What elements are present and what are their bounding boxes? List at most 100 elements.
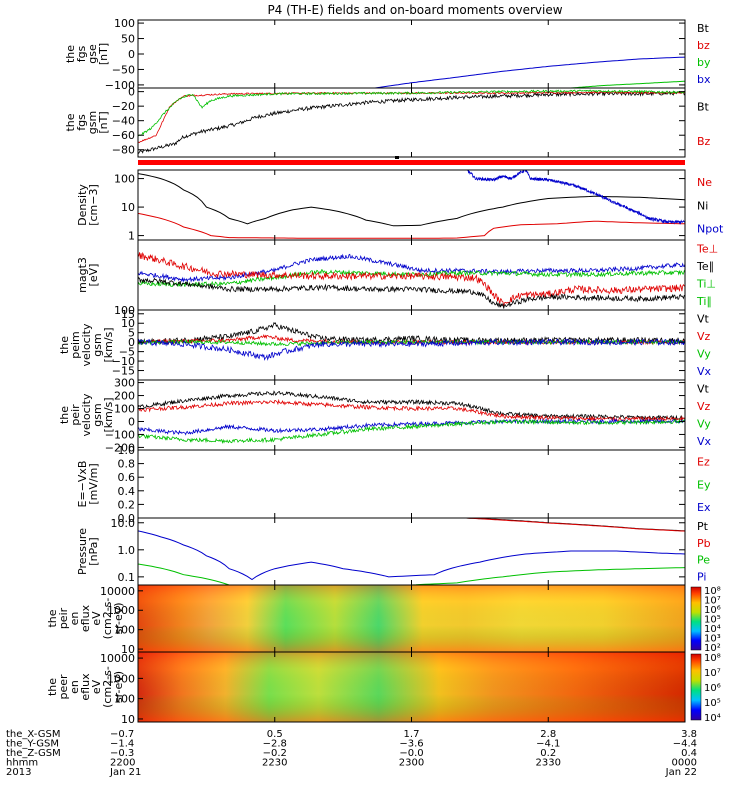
ytick-label-velocity-peir: 300 (114, 377, 135, 390)
ytick-label-peir-spec: 10 (121, 643, 135, 656)
xaxis-value: 0000 (672, 758, 697, 769)
series-fgs-gsm-Bt (138, 90, 685, 154)
ytick-label-fgs-gse: −50 (112, 63, 135, 76)
ylabel-line-pressure: Pressure (76, 528, 89, 575)
frame-density (137, 169, 686, 241)
ytick-label-velocity-peim: −15 (112, 365, 135, 378)
ylabel-line-temperature: magt3 (76, 257, 89, 293)
ytick-label-velocity-peim: −5 (119, 346, 135, 359)
colorbar-label-peir-spec: 10⁴ (704, 624, 721, 635)
xaxis-value: −1.4 (110, 739, 134, 750)
series-group-fgs-gse (374, 56, 685, 88)
ylabel-line-fgs-gse: fgs (75, 45, 88, 62)
panels: 100500−50−100Btbzbybxthefgsgse[nT]0−20−4… (46, 17, 724, 726)
ytick-label-fgs-gse: 100 (114, 17, 135, 30)
xaxis-value: −3.6 (399, 739, 423, 750)
ylabel-line-peir-spec: eflux (79, 604, 92, 632)
xaxis-row-label: the_Y-GSM (6, 739, 59, 750)
ytick-label-efield: 0.8 (118, 458, 136, 471)
legend-fgs-gse-0: Bt (697, 22, 710, 35)
ylabel-line-fgs-gsm: [nT] (97, 111, 110, 133)
xaxis-value: Jan 21 (109, 767, 141, 778)
legend-fgs-gsm-0: Bt (697, 101, 710, 114)
ylabel-line-velocity-peim: [km/s] (102, 327, 115, 362)
panel-efield: 1.00.80.60.40.20.0 Ez Ey Ex E=−VxB[mV/m] (76, 444, 711, 525)
ytick-label-velocity-peir: −100 (105, 428, 135, 441)
xaxis-value: 3.8 (681, 729, 697, 740)
xaxis-value: −0.7 (110, 729, 134, 740)
ylabel-line-velocity-peir: the (58, 406, 71, 424)
xaxis-value: −0.2 (263, 748, 287, 759)
ytick-label-velocity-peim: 10 (121, 317, 135, 330)
xaxis-row-label: the_X-GSM (6, 729, 60, 740)
xaxis-value: −0.0 (399, 748, 423, 759)
colorbar-label-peer-spec: 10⁸ (704, 653, 721, 664)
ytick-label-velocity-peir: 100 (114, 403, 135, 416)
ytick-label-peer-spec: 10000 (100, 652, 135, 665)
ytick-label-efield: 0.4 (118, 485, 136, 498)
series-group-temperature (138, 251, 685, 309)
ylabel-line-efield: E=−VxB (76, 461, 89, 508)
colorbar-label-peir-spec: 10⁵ (704, 615, 721, 626)
legend-velocity-peim-3: Vx (697, 365, 712, 378)
mode-bar (138, 160, 685, 165)
xaxis-row-label: hhmm (6, 758, 38, 769)
ytick-label-density: 100 (114, 173, 135, 186)
x-axis-labels: the_X-GSM −0.7 0.5 1.7 2.8 3.8 the_Y-GSM −1.4 −2… (6, 729, 697, 778)
colorbar-label-peer-spec: 10⁷ (704, 668, 721, 679)
series-temperature-Te (138, 251, 685, 307)
ytick-label-efield: 0.2 (118, 498, 136, 511)
ylabel-line-velocity-peim: peim (69, 331, 82, 359)
legend-pressure-1: Pb (697, 537, 711, 550)
ylabel-line-density: Density (76, 184, 89, 226)
ytick-label-fgs-gse: −100 (105, 79, 135, 92)
ytick-label-fgs-gse: 0 (128, 48, 135, 61)
panel-density: 100 10 1 Ne Ni Npot Density[cm−3] (76, 169, 724, 243)
frame-efield (137, 449, 686, 519)
legend-pressure-2: Pe (697, 554, 710, 567)
xaxis-value: 1.7 (404, 729, 420, 740)
ylabel-line-fgs-gse: [nT] (97, 43, 110, 65)
series-velocity-peim-Vx (138, 337, 685, 361)
ytick-label-velocity-peir: 200 (114, 390, 135, 403)
xaxis-value: 2230 (262, 758, 287, 769)
series-group-density (138, 170, 685, 239)
series-pressure-Pi (138, 530, 685, 581)
legend-efield-2: Ex (697, 501, 711, 514)
ylabel-line-peer-spec: sr-eV) (112, 671, 125, 703)
legend-velocity-peir-1: Vz (697, 400, 711, 413)
ylabel-line-fgs-gse: gse (86, 44, 99, 64)
panel-pressure: 10.0 1.0 0.1 Pt Pb Pe Pi Pressure[nPa] (76, 517, 711, 586)
ytick-label-density: 10 (121, 201, 135, 214)
frame-velocity-peim (137, 309, 686, 381)
ylabel-line-peer-spec: (cm2-s- (101, 666, 114, 708)
xaxis-value: 2200 (110, 758, 135, 769)
legend-velocity-peir-3: Vx (697, 435, 712, 448)
xaxis-row-label: 2013 (6, 767, 31, 778)
ytick-label-efield: 1.0 (118, 444, 136, 457)
colorbar-label-peer-spec: 10⁶ (704, 683, 721, 694)
ytick-label-peir-spec: 10000 (100, 585, 135, 598)
ylabel-line-temperature: [eV] (87, 264, 100, 287)
panel-temperature: 100 Te⊥ Te∥ Ti⊥ Ti∥ magt3[eV] (76, 239, 718, 317)
ytick-label-pressure: 1.0 (118, 544, 136, 557)
series-group-pressure (138, 518, 685, 585)
ytick-label-peir-spec: 1000 (107, 604, 135, 617)
ylabel-line-peer-spec: the (46, 678, 59, 696)
xaxis-value: −4.4 (673, 739, 697, 750)
ytick-label-velocity-peim: 5 (128, 327, 135, 340)
xaxis-value: 0.5 (267, 729, 283, 740)
panel-peer-spec: 10000 1000 100 10 10⁸ 10⁷ 10⁶ 10⁵ 10⁴ thepeerenef… (46, 651, 721, 726)
series-temperature-Ti (138, 253, 685, 283)
legend-efield-1: Ey (697, 478, 711, 491)
legend-density-1: Ni (697, 199, 708, 212)
ytick-label-velocity-peim: 0 (128, 336, 135, 349)
ylabel-line-peir-spec: en (68, 612, 81, 626)
